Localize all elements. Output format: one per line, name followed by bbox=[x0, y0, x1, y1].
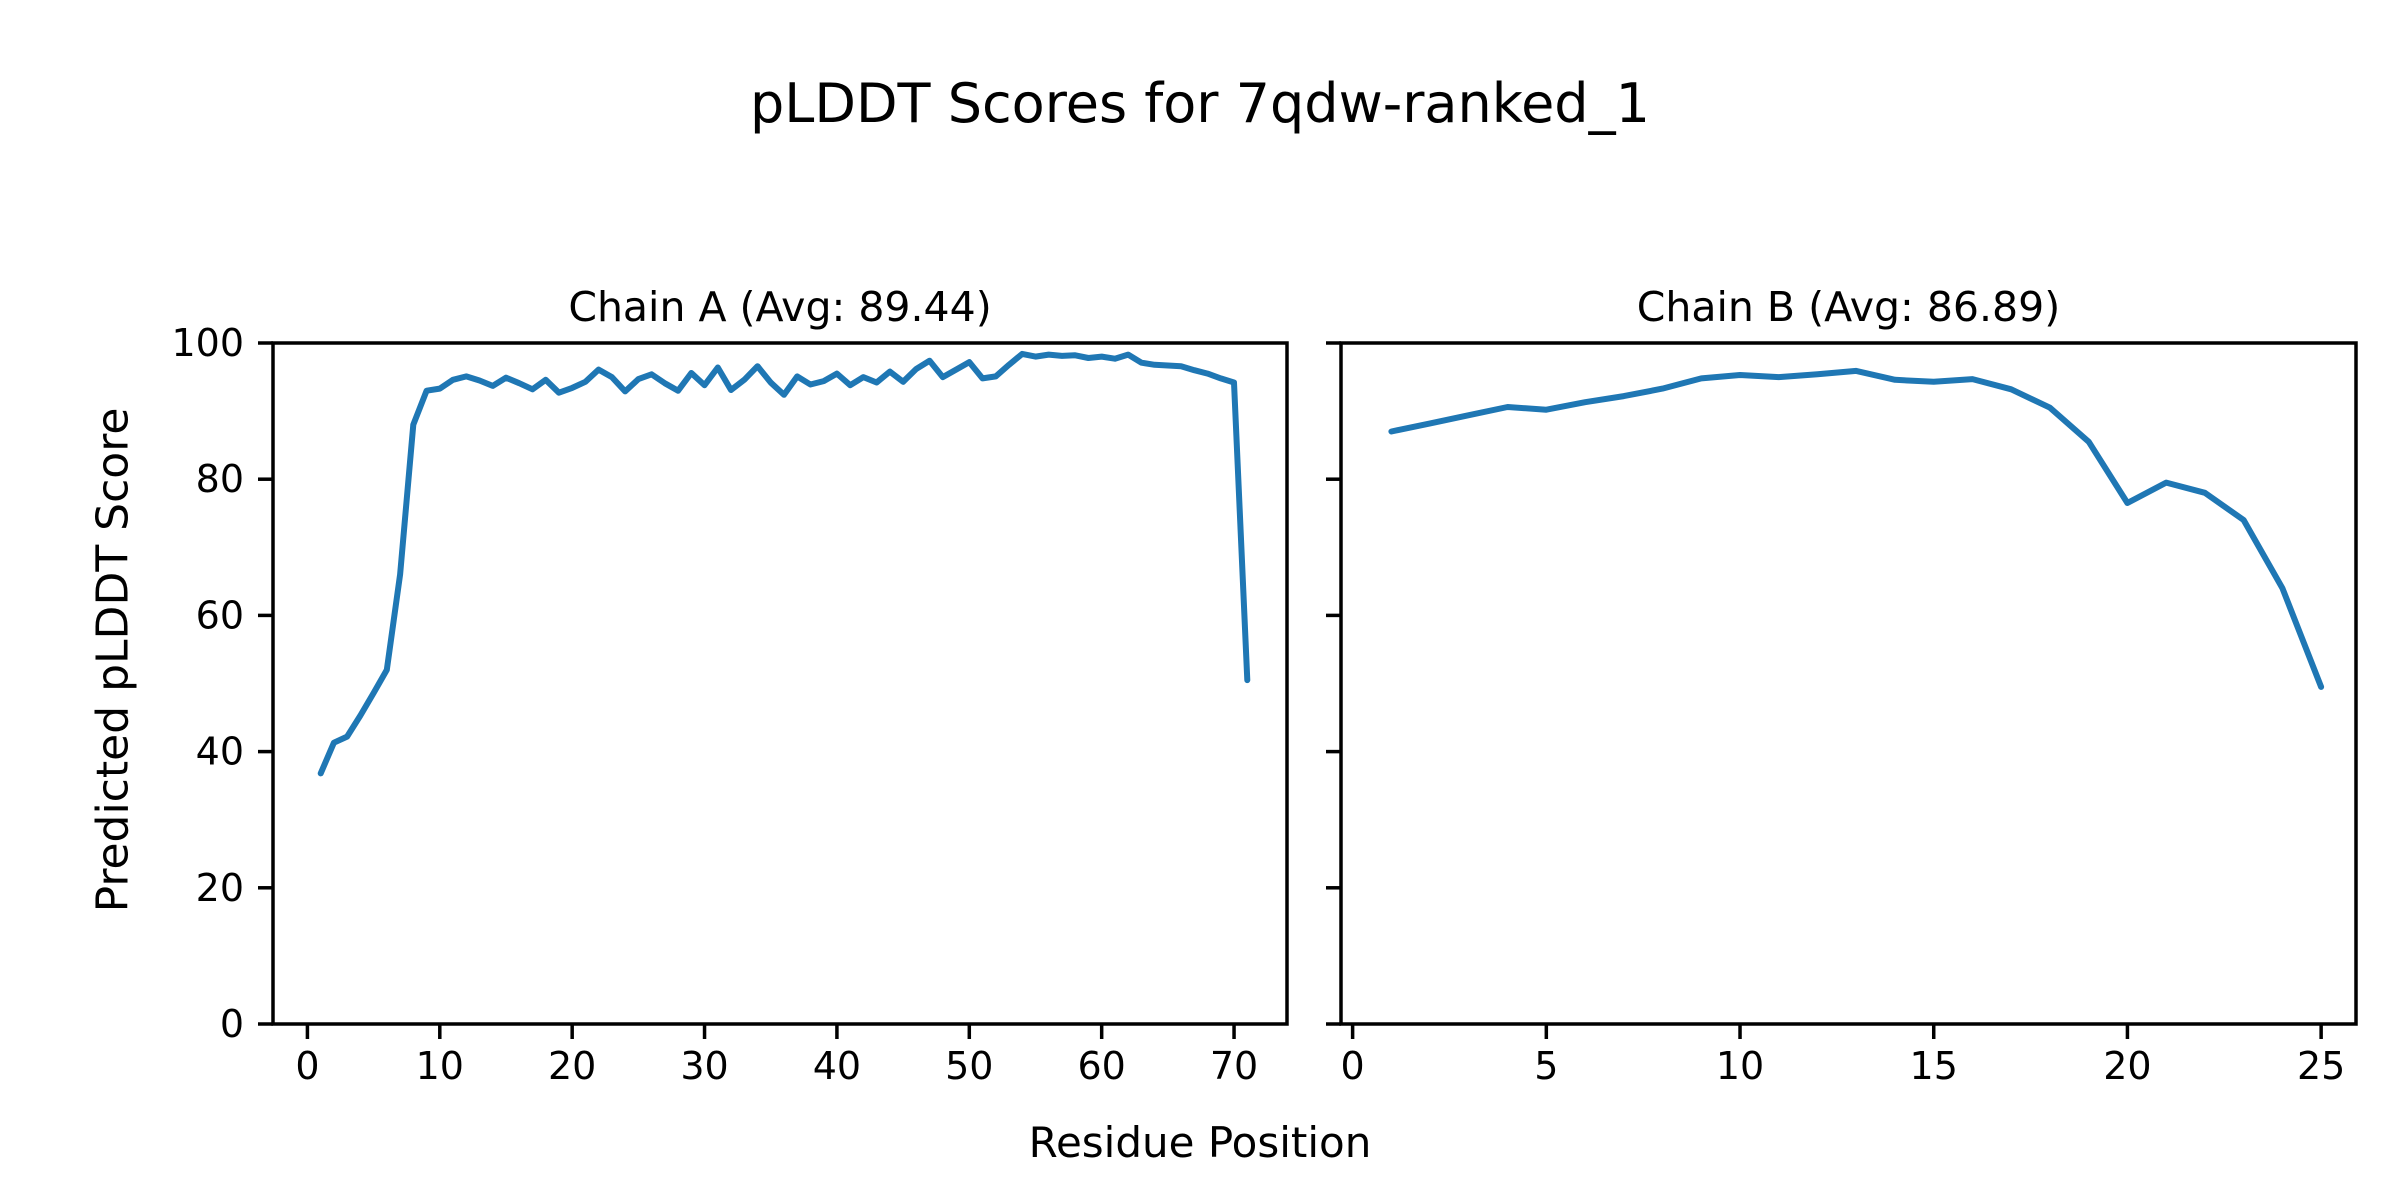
axes-frame bbox=[271, 341, 1289, 1026]
chain-b-subplot-title: Chain B (Avg: 86.89) bbox=[1636, 283, 2061, 331]
figure-title: pLDDT Scores for 7qdw-ranked_1 bbox=[750, 72, 1650, 135]
y-tick-label: 80 bbox=[196, 457, 244, 501]
axes-chain-b: 0 5 10 15 20 25 bbox=[1326, 341, 2358, 1088]
x-tick-label: 50 bbox=[945, 1044, 993, 1088]
x-tick-label: 0 bbox=[1341, 1044, 1365, 1088]
x-tick-label: 70 bbox=[1210, 1044, 1258, 1088]
x-tick-label: 20 bbox=[2103, 1044, 2151, 1088]
x-tick-label: 30 bbox=[680, 1044, 728, 1088]
y-tick-label: 40 bbox=[196, 730, 244, 774]
x-tick-label: 60 bbox=[1077, 1044, 1125, 1088]
x-axis-label: Residue Position bbox=[1028, 1118, 1372, 1167]
x-tick-label: 15 bbox=[1910, 1044, 1958, 1088]
x-tick-label: 10 bbox=[1716, 1044, 1764, 1088]
x-tick-label: 0 bbox=[295, 1044, 319, 1088]
x-tick-label: 5 bbox=[1534, 1044, 1558, 1088]
y-tick-label: 60 bbox=[196, 593, 244, 637]
axes-frame bbox=[1339, 341, 2358, 1026]
x-tick-label: 25 bbox=[2297, 1044, 2345, 1088]
y-tick-label: 100 bbox=[171, 321, 244, 365]
plddt-line-chain-b bbox=[1388, 367, 2325, 690]
y-tick-label: 20 bbox=[196, 866, 244, 910]
y-axis-label: Predicted pLDDT Score bbox=[87, 407, 139, 913]
x-tick-label: 10 bbox=[416, 1044, 464, 1088]
x-tick-label: 20 bbox=[548, 1044, 596, 1088]
y-tick-label: 0 bbox=[220, 1002, 244, 1046]
chain-a-subplot-title: Chain A (Avg: 89.44) bbox=[568, 283, 992, 331]
x-tick-label: 40 bbox=[813, 1044, 861, 1088]
axes-chain-a: 0 10 20 30 40 50 60 70 0 20 40 60 80 100 bbox=[171, 321, 1289, 1088]
plddt-line-chain-a bbox=[317, 350, 1251, 777]
